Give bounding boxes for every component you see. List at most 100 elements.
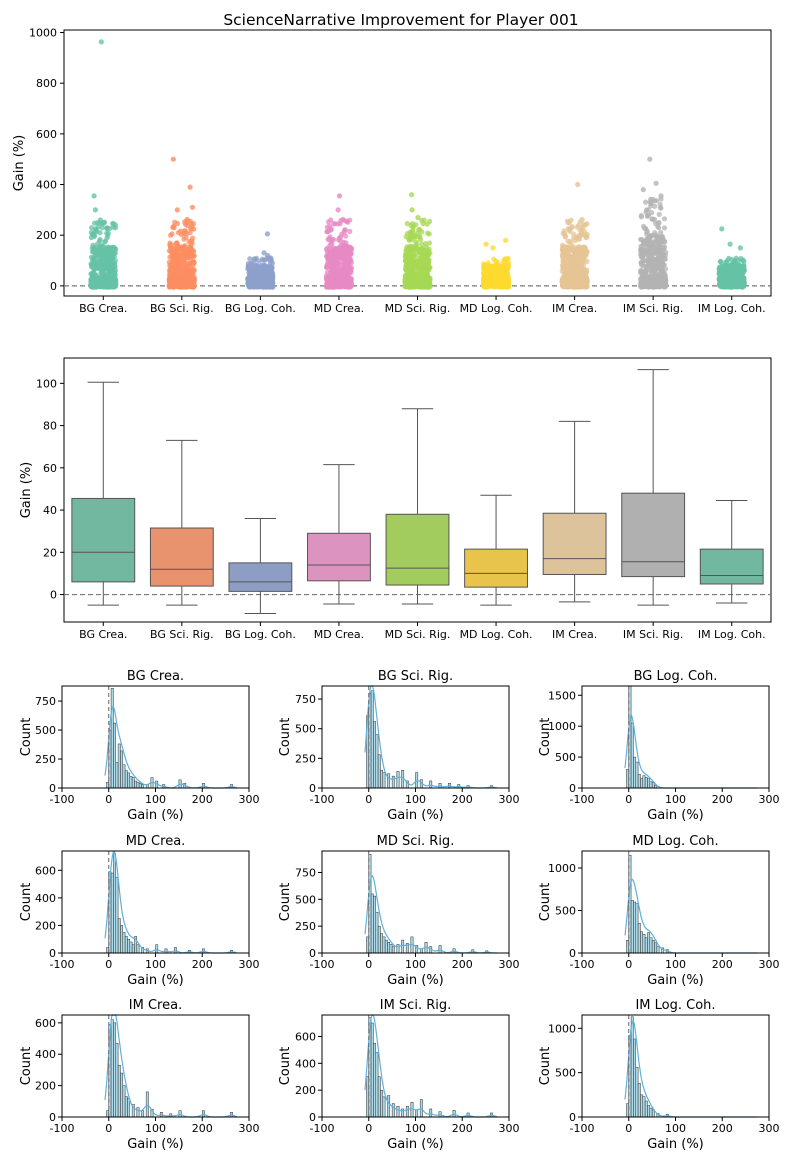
- strip-point: [336, 193, 343, 199]
- strip-point: [178, 253, 184, 259]
- strip-point: [564, 263, 571, 269]
- strip-point: [406, 281, 412, 287]
- strip-point: [413, 282, 419, 288]
- strip-point: [581, 269, 588, 275]
- strip-point: [410, 253, 416, 259]
- strip-point: [168, 245, 174, 251]
- strip-point: [96, 238, 103, 244]
- strip-series: [245, 231, 276, 290]
- strip-point: [185, 262, 191, 268]
- strip-point: [568, 245, 574, 251]
- strip-point: [340, 216, 346, 223]
- strip-point: [181, 236, 187, 242]
- strip-point: [105, 244, 111, 250]
- strip-point: [579, 226, 585, 232]
- strip-point: [412, 244, 418, 250]
- strip-point: [97, 217, 103, 223]
- strip-point: [100, 253, 106, 259]
- strip-point: [661, 225, 668, 231]
- strip-point: [184, 231, 190, 237]
- strip-point: [184, 223, 190, 229]
- strip-point: [423, 271, 429, 277]
- strip-point: [111, 270, 117, 276]
- strip-point: [348, 269, 354, 275]
- strip-point: [482, 281, 488, 287]
- strip-point: [330, 258, 337, 264]
- strip-point: [89, 225, 95, 231]
- strip-point: [266, 273, 272, 279]
- strip-point: [178, 274, 184, 280]
- strip-point: [427, 218, 433, 224]
- strip-point: [324, 264, 330, 270]
- strip-point: [98, 39, 104, 45]
- strip-point: [578, 262, 584, 268]
- strip-point: [346, 278, 352, 284]
- strip-point: [190, 271, 196, 277]
- strip-ytick-label: 1000: [29, 27, 57, 40]
- strip-point: [420, 221, 426, 227]
- strip-point: [328, 250, 334, 256]
- strip-point: [492, 270, 498, 276]
- strip-point: [171, 223, 177, 229]
- strip-series: [480, 237, 512, 290]
- strip-point: [184, 254, 190, 260]
- strip-point: [188, 226, 194, 232]
- strip-point: [178, 249, 184, 255]
- strip-point: [170, 156, 176, 162]
- strip-point: [190, 235, 196, 241]
- strip-point: [419, 242, 425, 248]
- strip-series: [88, 39, 119, 290]
- strip-point: [492, 263, 498, 269]
- strip-point: [174, 220, 181, 227]
- strip-point: [335, 207, 341, 213]
- strip-point: [348, 250, 354, 256]
- strip-point: [325, 228, 331, 235]
- strip-point: [178, 284, 184, 290]
- strip-point: [493, 281, 499, 287]
- strip-point: [328, 217, 334, 223]
- strip-point: [113, 283, 119, 289]
- strip-point: [574, 224, 580, 230]
- strip-ytick-label: 400: [36, 179, 57, 192]
- strip-point: [261, 250, 267, 256]
- strip-point: [404, 251, 410, 257]
- strip-point: [575, 256, 581, 262]
- strip-point: [252, 262, 258, 268]
- strip-point: [405, 257, 411, 263]
- strip-point: [343, 233, 349, 239]
- strip-point: [565, 255, 571, 261]
- strip-point: [584, 234, 590, 240]
- strip-point: [503, 237, 509, 243]
- strip-point: [186, 244, 192, 250]
- strip-point: [257, 277, 263, 283]
- strip-point: [497, 276, 503, 282]
- strip-point: [426, 246, 432, 252]
- strip-point: [573, 262, 579, 268]
- strip-point: [102, 239, 108, 245]
- strip-point: [572, 238, 578, 244]
- strip-point: [254, 266, 260, 272]
- strip-point: [97, 230, 103, 236]
- strip-point: [110, 221, 116, 227]
- strip-point: [404, 220, 410, 227]
- strip-point: [419, 254, 425, 260]
- strip-point: [90, 242, 96, 248]
- strip-point: [417, 227, 423, 233]
- strip-point: [567, 238, 573, 244]
- strip-point: [505, 255, 511, 262]
- strip-point: [174, 207, 180, 213]
- strip-point: [335, 247, 341, 253]
- strip-point: [411, 271, 417, 277]
- strip-point: [488, 280, 494, 286]
- strip-point: [328, 273, 334, 280]
- strip-point: [265, 252, 271, 259]
- strip-point: [169, 231, 175, 237]
- strip-point: [426, 240, 433, 246]
- strip-point: [339, 231, 345, 237]
- strip-point: [191, 260, 197, 266]
- strip-point: [247, 256, 253, 262]
- strip-series: [402, 192, 433, 290]
- strip-point: [342, 245, 348, 251]
- strip-point: [575, 181, 581, 188]
